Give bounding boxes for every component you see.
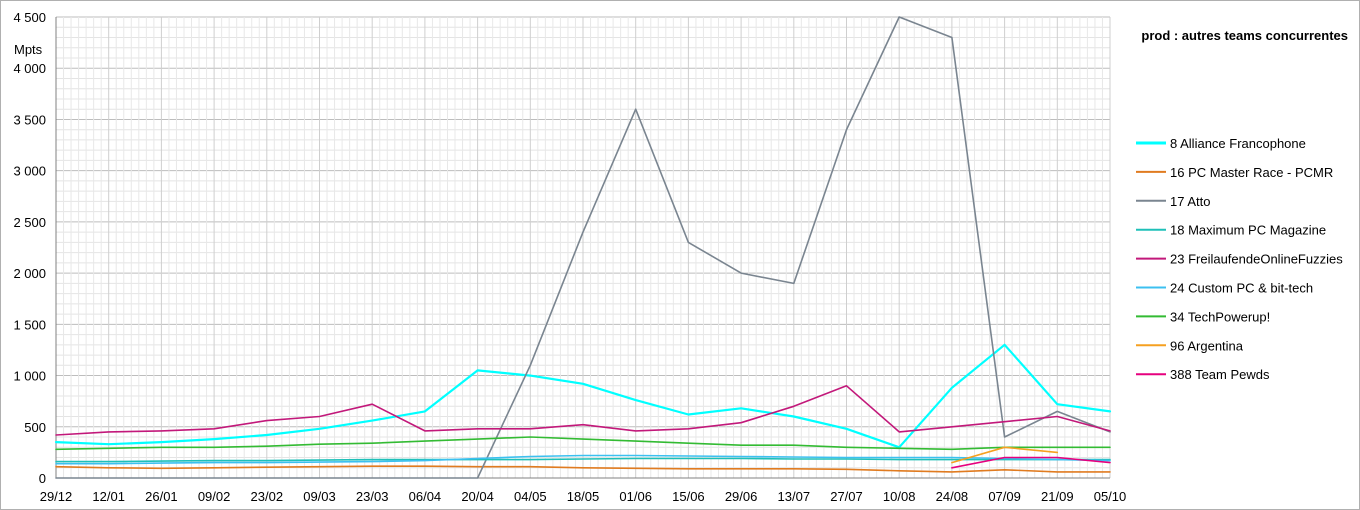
- legend-label: 17 Atto: [1170, 194, 1210, 209]
- x-tick-label: 20/04: [461, 489, 494, 504]
- x-tick-label: 24/08: [936, 489, 969, 504]
- series-line: [951, 446, 1059, 464]
- x-tick-label: 29/12: [40, 489, 73, 504]
- y-tick-label: 1 000: [13, 369, 46, 384]
- series-line: [55, 436, 1111, 451]
- series-group: [54, 16, 1112, 479]
- y-tick-label: 4 500: [13, 10, 46, 25]
- x-tick-label: 21/09: [1041, 489, 1074, 504]
- series-line: [55, 16, 1111, 479]
- x-tick-label: 09/02: [198, 489, 231, 504]
- x-tick-label: 23/03: [356, 489, 389, 504]
- x-tick-label: 29/06: [725, 489, 758, 504]
- series-line: [55, 465, 1111, 473]
- y-tick-label: 500: [24, 420, 46, 435]
- x-tick-label: 13/07: [778, 489, 811, 504]
- chart-title: prod : autres teams concurrentes: [1141, 28, 1348, 43]
- legend-label: 8 Alliance Francophone: [1170, 136, 1306, 151]
- legend-label: 23 FreilaufendeOnlineFuzzies: [1170, 252, 1343, 267]
- y-tick-label: 2 500: [13, 215, 46, 230]
- x-tick-label: 09/03: [303, 489, 336, 504]
- x-tick-label: 05/10: [1094, 489, 1127, 504]
- y-tick-label: 3 000: [13, 164, 46, 179]
- legend-label: 388 Team Pewds: [1170, 367, 1270, 382]
- y-tick-label: 2 000: [13, 266, 46, 281]
- x-tick-label: 15/06: [672, 489, 705, 504]
- series-line: [55, 457, 1111, 463]
- grid: [55, 16, 1111, 479]
- legend-label: 34 TechPowerup!: [1170, 309, 1270, 324]
- y-tick-label: 4 000: [13, 61, 46, 76]
- x-tick-label: 18/05: [567, 489, 600, 504]
- series-line: [55, 385, 1111, 436]
- legend-label: 96 Argentina: [1170, 338, 1244, 353]
- legend: 8 Alliance Francophone 16 PC Master Race …: [1136, 136, 1343, 382]
- y-tick-label: 1 500: [13, 317, 46, 332]
- x-tick-label: 12/01: [92, 489, 125, 504]
- series-line: [55, 454, 1111, 465]
- legend-label: 24 Custom PC & bit-tech: [1170, 281, 1313, 296]
- y-tick-label: 0: [39, 471, 46, 486]
- x-tick-label: 26/01: [145, 489, 178, 504]
- x-tick-labels: 29/12 12/01 26/01 09/02 23/02 09/03 23/03 06/04…: [40, 489, 1127, 504]
- y-tick-label: 3 500: [13, 112, 46, 127]
- x-tick-label: 01/06: [619, 489, 652, 504]
- x-tick-label: 07/09: [988, 489, 1021, 504]
- x-tick-label: 04/05: [514, 489, 547, 504]
- legend-label: 18 Maximum PC Magazine: [1170, 223, 1326, 238]
- series-line: [951, 456, 1111, 469]
- x-tick-label: 23/02: [251, 489, 284, 504]
- x-tick-label: 10/08: [883, 489, 916, 504]
- x-tick-label: 06/04: [409, 489, 442, 504]
- legend-label: 16 PC Master Race - PCMR: [1170, 165, 1333, 180]
- y-axis-label: Mpts: [14, 42, 43, 57]
- series-line: [54, 343, 1112, 449]
- y-tick-labels: 0 500 1 000 1 500 2 000 2 500 3 000 3 500 4 000 4…: [13, 10, 46, 486]
- x-tick-label: 27/07: [830, 489, 863, 504]
